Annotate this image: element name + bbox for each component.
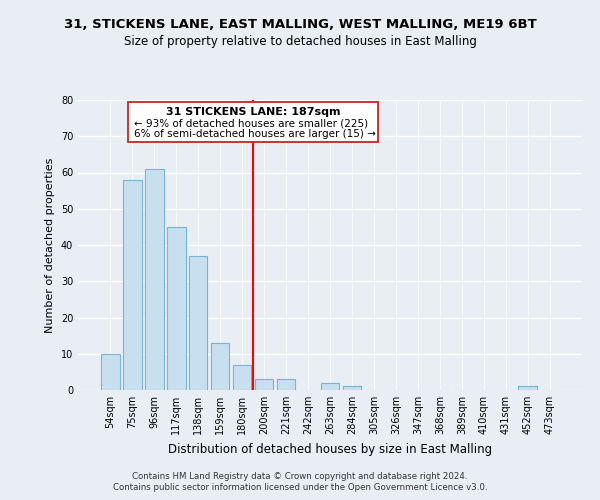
Bar [518, 386, 537, 390]
Bar [343, 386, 361, 390]
Bar [277, 379, 295, 390]
Text: Size of property relative to detached houses in East Malling: Size of property relative to detached ho… [124, 35, 476, 48]
Bar [145, 169, 164, 390]
Text: 31 STICKENS LANE: 187sqm: 31 STICKENS LANE: 187sqm [166, 108, 340, 118]
Bar [211, 343, 229, 390]
Text: 31, STICKENS LANE, EAST MALLING, WEST MALLING, ME19 6BT: 31, STICKENS LANE, EAST MALLING, WEST MA… [64, 18, 536, 30]
X-axis label: Distribution of detached houses by size in East Malling: Distribution of detached houses by size … [168, 442, 492, 456]
Bar [101, 354, 119, 390]
Y-axis label: Number of detached properties: Number of detached properties [45, 158, 55, 332]
Text: 6% of semi-detached houses are larger (15) →: 6% of semi-detached houses are larger (1… [134, 129, 376, 139]
Bar [255, 379, 274, 390]
Bar [320, 383, 340, 390]
Text: Contains HM Land Registry data © Crown copyright and database right 2024.: Contains HM Land Registry data © Crown c… [132, 472, 468, 481]
Text: ← 93% of detached houses are smaller (225): ← 93% of detached houses are smaller (22… [134, 118, 368, 128]
Bar [167, 227, 185, 390]
FancyBboxPatch shape [128, 102, 379, 142]
Bar [233, 364, 251, 390]
Bar [123, 180, 142, 390]
Bar [189, 256, 208, 390]
Text: Contains public sector information licensed under the Open Government Licence v3: Contains public sector information licen… [113, 484, 487, 492]
